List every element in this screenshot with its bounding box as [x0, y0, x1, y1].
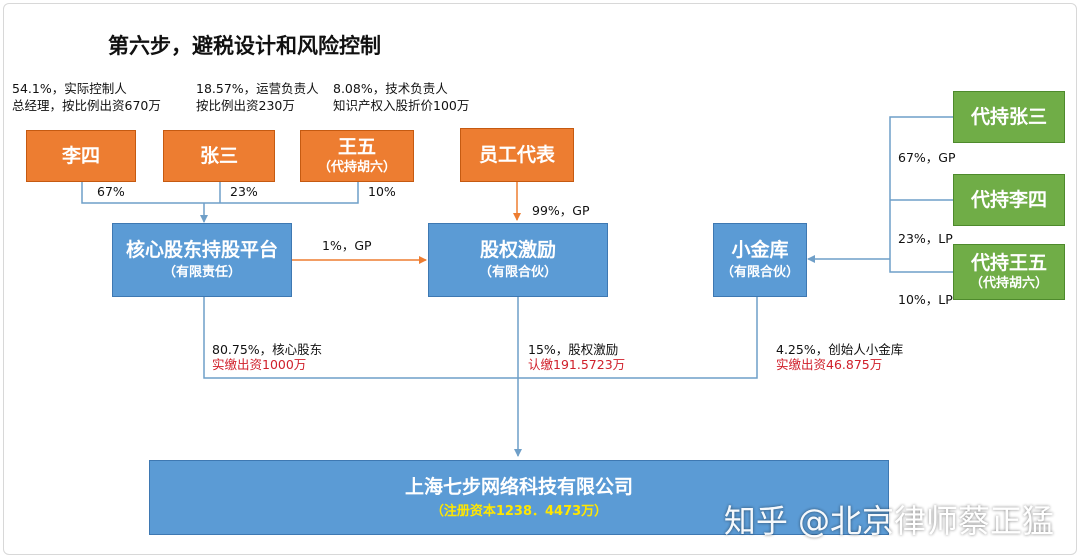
wang-wu-note-line2: 知识产权入股折价100万	[333, 98, 470, 113]
vault-contribution-line2: 实缴出资46.875万	[776, 357, 883, 372]
proxy-li-si-box-label: 代持李四	[970, 189, 1047, 211]
company-box: 上海七步网络科技有限公司 （注册资本1238．4473万）	[149, 460, 889, 535]
zhang-san-box: 张三	[163, 130, 275, 182]
core-contribution-line2: 实缴出资1000万	[212, 357, 307, 372]
equity-incentive-box-sublabel: （有限合伙）	[478, 265, 557, 280]
li-si-pct-label: 67%	[97, 184, 125, 199]
zhang-san-pct-label: 23%	[230, 184, 258, 199]
investors-bus-line	[203, 297, 758, 379]
core-contribution-label: 80.75%，核心股东 实缴出资1000万	[212, 342, 322, 372]
core-platform-box-label: 核心股东持股平台	[125, 239, 278, 261]
employee-pct-label: 99%，GP	[532, 203, 590, 218]
incentive-contribution-label: 15%，股权激励 认缴191.5723万	[528, 342, 625, 372]
small-vault-box-label: 小金库	[731, 239, 789, 261]
core-platform-box: 核心股东持股平台 （有限责任）	[112, 223, 292, 297]
proxy-zhang-san-box: 代持张三	[953, 91, 1065, 143]
proxy-wang-wu-box-sublabel: （代持胡六）	[969, 276, 1048, 291]
small-vault-box-sublabel: （有限合伙）	[720, 265, 799, 280]
wang-wu-note: 8.08%，技术负责人 知识产权入股折价100万	[333, 80, 469, 114]
li-si-box-label: 李四	[61, 145, 100, 167]
wang-wu-box: 王五 （代持胡六）	[300, 130, 414, 182]
proxy-wang-wu-pct-label: 10%，LP	[898, 292, 953, 307]
proxy-zhang-san-box-label: 代持张三	[970, 106, 1047, 128]
platform-to-incentive-label: 1%，GP	[322, 238, 372, 253]
core-contribution-line1: 80.75%，核心股东	[212, 342, 323, 357]
proxy-bus-line	[889, 116, 953, 273]
proxy-zhang-san-pct-label: 67%，GP	[898, 150, 956, 165]
incentive-contribution-line1: 15%，股权激励	[528, 342, 619, 357]
wang-wu-note-line1: 8.08%，技术负责人	[333, 81, 448, 96]
proxy-wang-wu-box: 代持王五 （代持胡六）	[953, 244, 1065, 300]
wang-wu-pct-label: 10%	[368, 184, 396, 199]
vault-contribution-label: 4.25%，创始人小金库 实缴出资46.875万	[776, 342, 903, 372]
zhang-san-note-line1: 18.57%，运营负责人	[196, 81, 319, 96]
company-box-label: 上海七步网络科技有限公司	[404, 475, 633, 498]
li-si-note-line1: 54.1%，实际控制人	[12, 81, 127, 96]
vault-contribution-line1: 4.25%，创始人小金库	[776, 342, 904, 357]
zhihu-watermark: 知乎 @北京律师蔡正猛	[723, 502, 1054, 540]
li-si-note: 54.1%，实际控制人 总经理，按比例出资670万	[12, 80, 161, 114]
company-box-sublabel: （注册资本1238．4473万）	[430, 503, 608, 519]
li-si-note-line2: 总经理，按比例出资670万	[12, 98, 161, 113]
equity-incentive-box-label: 股权激励	[479, 239, 556, 261]
incentive-contribution-line2: 认缴191.5723万	[528, 357, 626, 372]
equity-incentive-box: 股权激励 （有限合伙）	[428, 223, 608, 297]
wang-wu-box-label: 王五	[337, 136, 376, 158]
zhang-san-box-label: 张三	[199, 145, 238, 167]
proxy-wang-wu-box-label: 代持王五	[970, 252, 1047, 274]
proxy-li-si-pct-label: 23%，LP	[898, 231, 953, 246]
small-vault-box: 小金库 （有限合伙）	[713, 223, 807, 297]
page-title: 第六步，避税设计和风险控制	[108, 34, 381, 58]
zhang-san-note-line2: 按比例出资230万	[196, 98, 295, 113]
wang-wu-box-sublabel: （代持胡六）	[317, 160, 396, 175]
core-platform-box-sublabel: （有限责任）	[162, 265, 241, 280]
employee-rep-box-label: 员工代表	[478, 144, 555, 166]
zhang-san-note: 18.57%，运营负责人 按比例出资230万	[196, 80, 319, 114]
proxy-li-si-box: 代持李四	[953, 174, 1065, 226]
li-si-box: 李四	[26, 130, 136, 182]
diagram-frame	[3, 3, 1077, 555]
employee-rep-box: 员工代表	[460, 128, 574, 182]
